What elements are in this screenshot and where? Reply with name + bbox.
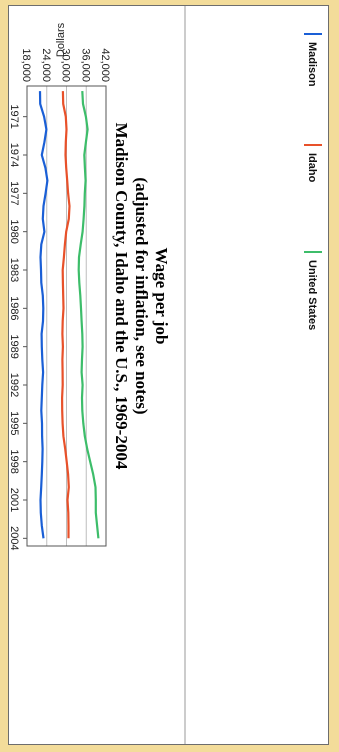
series-line-madison (38, 91, 49, 539)
series-line-united-states (77, 91, 100, 539)
legend: Madison Idaho United States (304, 33, 322, 330)
x-tick-label: 1977 (9, 181, 20, 205)
chart-title: Wage per job (152, 248, 171, 345)
legend-label: United States (306, 260, 318, 330)
chart-frame: Madison Idaho United States Wage per job (… (8, 5, 329, 745)
x-tick-label: 2004 (9, 526, 20, 550)
x-axis-ticks: 1971 1974 1977 1980 1983 1986 1989 1992 1995 1998… (9, 104, 27, 551)
y-tick-label: 18,000 (20, 48, 32, 82)
x-tick-label: 1989 (9, 334, 20, 358)
x-tick-label: 1983 (9, 258, 20, 282)
y-tick-label: 42,000 (99, 48, 111, 82)
y-tick-label: 36,000 (79, 48, 91, 82)
y-tick-label: 24,000 (40, 48, 52, 82)
y-axis-ticks: 18,000 24,000 30,000 36,000 42,000 (20, 48, 111, 82)
x-tick-label: 2001 (9, 488, 20, 512)
x-tick-label: 1995 (9, 411, 20, 435)
chart-subtitle: (adjusted for inflation, see notes) (132, 177, 151, 414)
legend-label: Idaho (306, 153, 318, 183)
x-tick-label: 1986 (9, 296, 20, 320)
plot-area (26, 85, 107, 547)
x-tick-label: 1974 (9, 143, 20, 167)
chart-subtitle-2: Madison County, Idaho and the U.S., 1969… (112, 123, 131, 470)
legend-label: Madison (306, 42, 318, 87)
x-tick-label: 1992 (9, 373, 20, 397)
y-tick-label: 30,000 (60, 48, 72, 82)
series-line-idaho (61, 91, 71, 539)
x-tick-label: 1971 (9, 104, 20, 128)
y-axis-label: Dollars (55, 22, 67, 57)
rotated-chart-group: Madison Idaho United States Wage per job (… (9, 6, 322, 744)
chart: Madison Idaho United States Wage per job (… (9, 6, 322, 744)
series-lines (38, 91, 100, 539)
x-tick-label: 1998 (9, 449, 20, 473)
x-tick-label: 1980 (9, 219, 20, 243)
